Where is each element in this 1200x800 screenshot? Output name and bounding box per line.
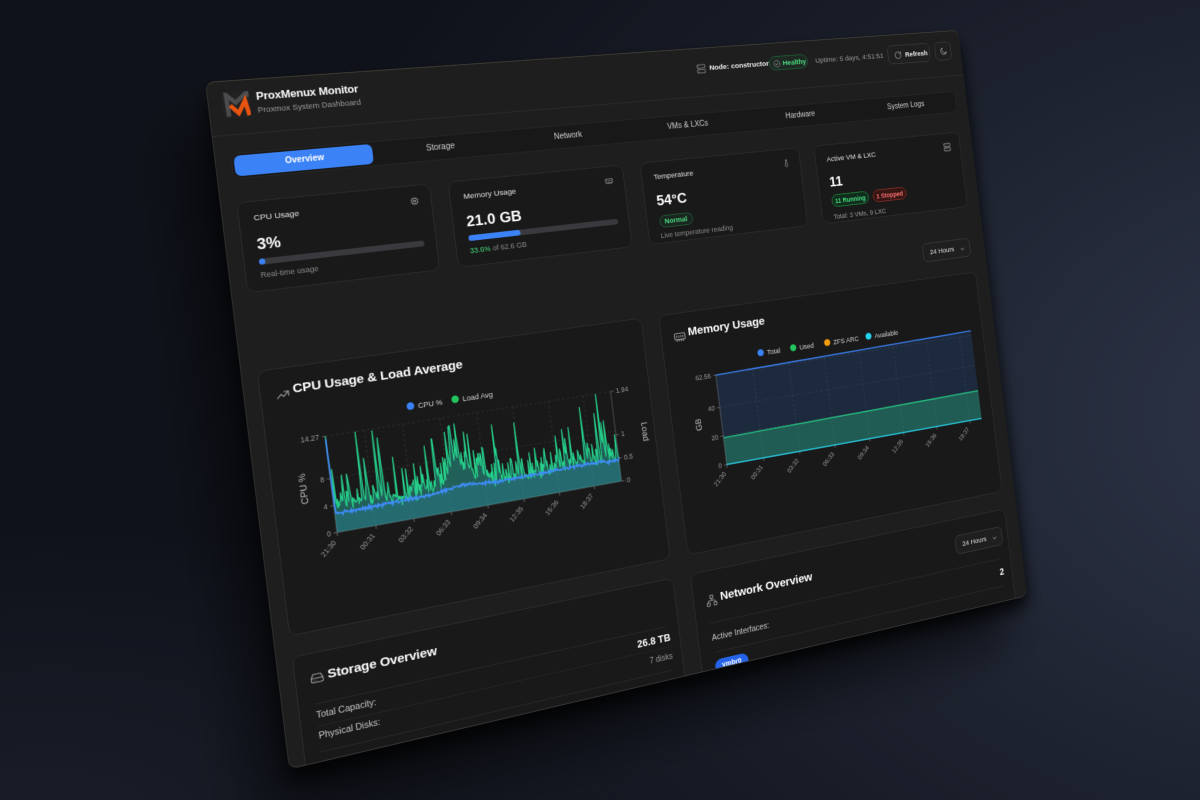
svg-text:0: 0 (626, 476, 630, 484)
svg-text:4: 4 (323, 503, 329, 512)
svg-text:09:34: 09:34 (471, 511, 489, 530)
svg-text:20: 20 (711, 433, 719, 442)
svg-text:12:35: 12:35 (891, 438, 905, 455)
svg-text:Used: Used (799, 342, 815, 352)
svg-text:18:37: 18:37 (579, 492, 596, 510)
svg-text:GB: GB (694, 418, 704, 432)
svg-text:06:33: 06:33 (434, 518, 452, 537)
svg-text:03:32: 03:32 (786, 457, 801, 474)
svg-text:ZFS ARC: ZFS ARC (833, 335, 859, 346)
svg-text:Total: Total (767, 347, 781, 356)
svg-text:CPU %: CPU % (297, 473, 311, 505)
svg-text:00:31: 00:31 (358, 532, 376, 551)
svg-text:15:36: 15:36 (543, 498, 560, 517)
svg-text:03:32: 03:32 (397, 525, 415, 544)
svg-text:62.56: 62.56 (695, 372, 711, 382)
svg-text:Load: Load (639, 421, 650, 442)
svg-text:00:31: 00:31 (749, 464, 764, 482)
svg-text:21:30: 21:30 (712, 470, 727, 488)
svg-text:1.94: 1.94 (615, 385, 629, 395)
svg-text:8: 8 (320, 476, 325, 485)
svg-text:40: 40 (708, 405, 716, 414)
svg-text:18:37: 18:37 (957, 426, 970, 442)
svg-text:0: 0 (718, 462, 722, 470)
svg-text:09:34: 09:34 (856, 444, 871, 461)
svg-text:06:33: 06:33 (821, 451, 835, 468)
svg-text:12:35: 12:35 (508, 505, 525, 524)
svg-text:0.5: 0.5 (624, 452, 634, 461)
svg-text:14.27: 14.27 (300, 433, 320, 444)
svg-text:15:36: 15:36 (924, 432, 938, 449)
svg-text:0: 0 (326, 530, 331, 539)
svg-text:1: 1 (621, 430, 625, 438)
svg-text:CPU %: CPU % (418, 398, 444, 410)
svg-text:Load Avg: Load Avg (462, 391, 494, 404)
svg-text:Available: Available (874, 329, 899, 340)
svg-text:21:30: 21:30 (319, 539, 338, 559)
